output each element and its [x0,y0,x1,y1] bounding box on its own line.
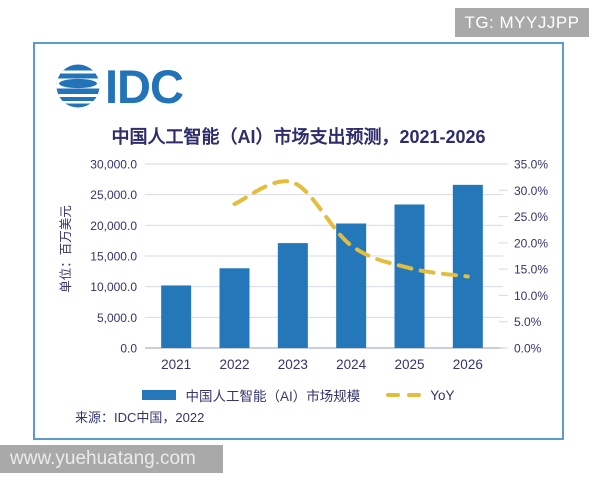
bar-2026 [452,184,483,348]
left-tick-15000: 15,000.0 [90,250,137,264]
x-label-2022: 2022 [219,357,249,372]
idc-globe-icon [56,64,100,108]
legend-label-market-size: 中国人工智能（AI）市场规模 [185,389,361,404]
legend-dash-swatch [386,392,422,398]
chart-card: IDC 中国人工智能（AI）市场支出预测，2021-2026 单位：百万美元 0… [33,42,564,440]
yoy-line [232,179,470,279]
left-tick-20000: 20,000.0 [90,219,137,233]
bar-2024 [336,223,367,348]
banner-text: TG: MYYJJPP [464,12,580,32]
right-tick-5: 5.0% [514,315,542,329]
legend-dash-1 [386,392,401,398]
legend-bar-swatch [142,390,177,400]
right-tick-30: 30.0% [514,184,548,198]
site-watermark-text: www.yuehuatang.com [10,448,196,469]
bar-2022 [219,268,250,348]
right-tick-10: 10.0% [514,289,548,303]
chart-title: 中国人工智能（AI）市场支出预测，2021-2026 [111,127,486,147]
left-tick-0: 0.0 [120,342,137,356]
right-tick-0: 0.0% [514,342,542,356]
x-label-2021: 2021 [161,357,191,372]
telegram-banner: TG: MYYJJPP [455,8,589,37]
legend-dash-2 [407,392,422,398]
x-label-2024: 2024 [336,357,367,372]
bar-2023 [277,243,308,348]
legend-item-yoy: YoY [386,387,455,403]
bar-2025 [394,204,425,348]
right-tick-20: 20.0% [514,236,548,250]
chart-legend: 中国人工智能（AI）市场规模 YoY [35,385,562,405]
right-tick-25: 25.0% [514,210,548,224]
left-tick-5000: 5,000.0 [97,311,137,325]
source-note: 来源：IDC中国，2022 [75,410,205,425]
site-watermark: www.yuehuatang.com [0,445,223,473]
x-label-2026: 2026 [453,357,483,372]
idc-logo: IDC [56,63,184,110]
x-label-2023: 2023 [278,357,308,372]
bar-2021 [161,285,192,348]
legend-item-market-size: 中国人工智能（AI）市场规模 [142,385,360,405]
left-tick-10000: 10,000.0 [90,280,137,294]
left-tick-25000: 25,000.0 [90,188,137,202]
x-label-2025: 2025 [394,357,424,372]
left-tick-30000: 30,000.0 [90,158,137,172]
chart-canvas: 0.0 5,000.0 10,000.0 15,000.0 20,000.0 25,000… [90,158,548,373]
idc-logo-text: IDC [105,63,183,110]
right-tick-35: 35.0% [514,158,548,172]
legend-label-yoy: YoY [430,387,455,403]
right-tick-15: 15.0% [514,263,548,277]
